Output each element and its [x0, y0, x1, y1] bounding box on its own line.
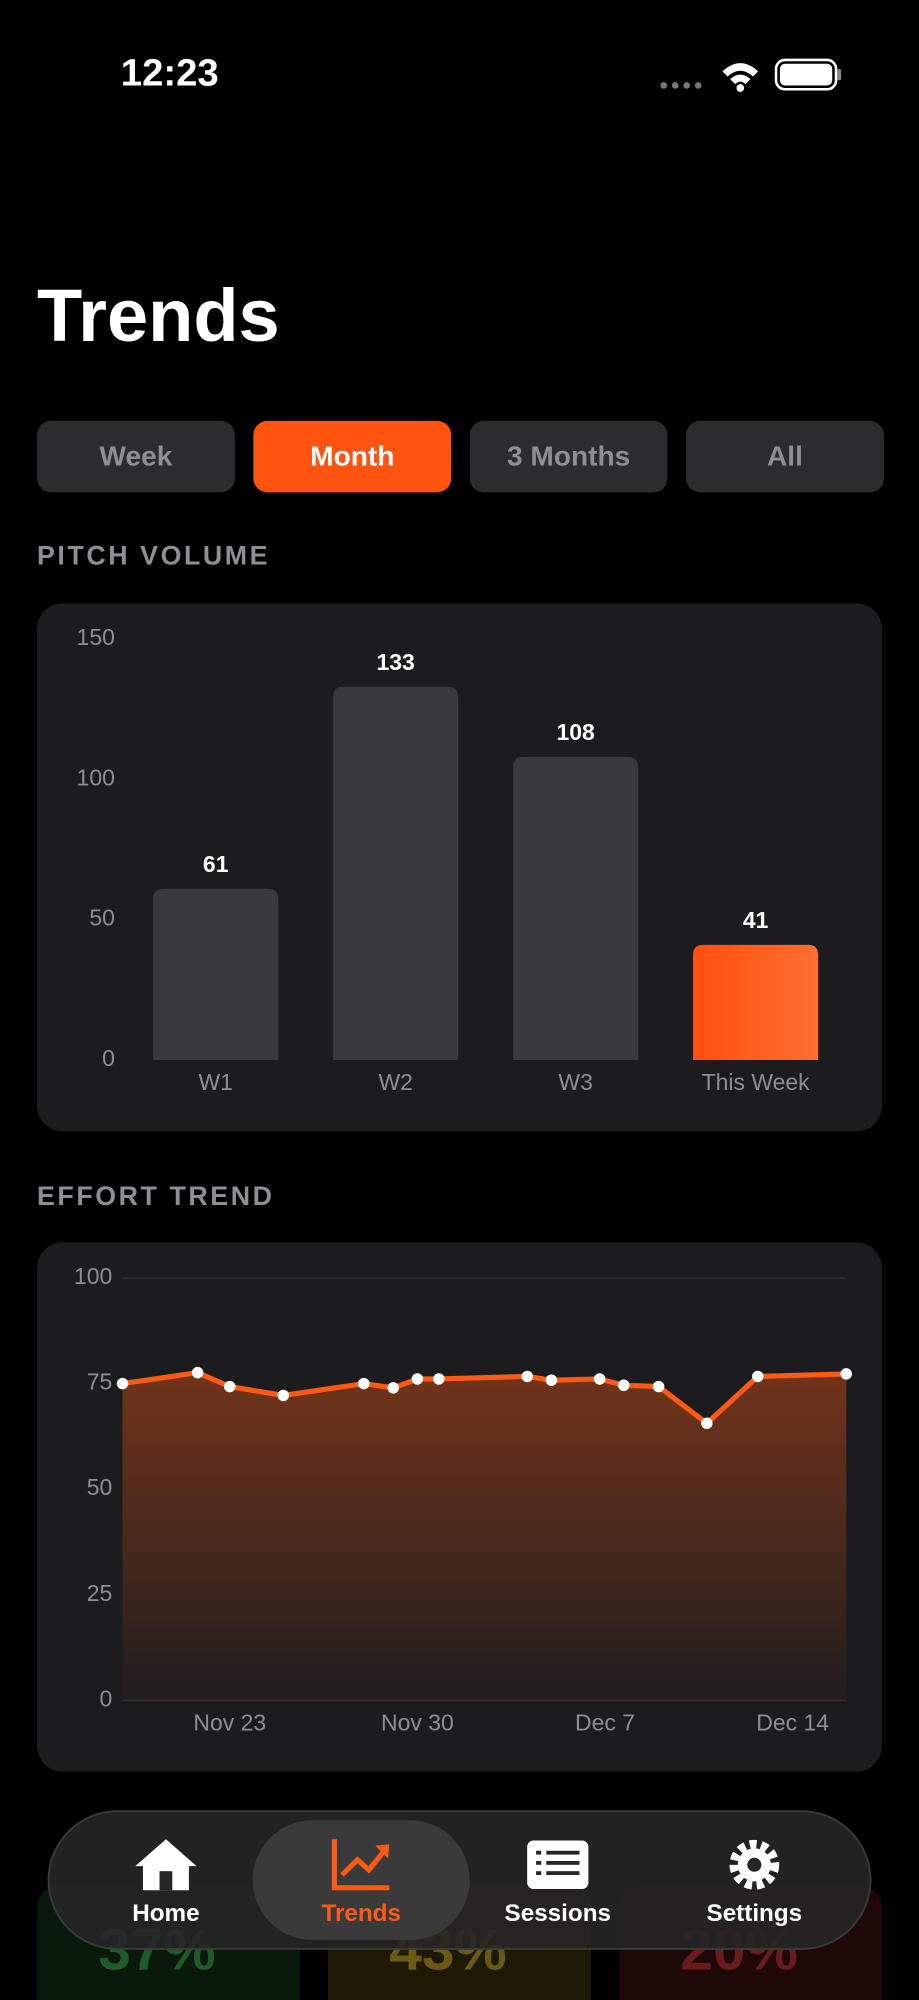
range-tab-label[interactable]: 3 Months [507, 440, 630, 471]
range-tab[interactable] [686, 420, 884, 493]
point [545, 1374, 558, 1386]
y-tick-label: 100 [74, 1263, 112, 1289]
y-tick-label: 100 [77, 764, 115, 790]
tab-icons [135, 1839, 780, 1891]
point [593, 1373, 606, 1385]
range-tab[interactable] [469, 420, 668, 493]
section-title: PITCH VOLUME [37, 540, 270, 570]
range-tab[interactable] [253, 420, 452, 493]
tab-label[interactable]: Settings [707, 1900, 803, 1927]
bar [513, 756, 639, 1060]
point [387, 1382, 399, 1394]
point [433, 1373, 445, 1385]
range-tab-label[interactable]: All [767, 440, 803, 471]
point [752, 1370, 764, 1383]
bar [333, 686, 459, 1060]
range-tab-label[interactable]: Month [310, 440, 394, 471]
tab-label[interactable]: Home [132, 1900, 199, 1927]
bar-value-label: 41 [743, 907, 769, 933]
tab-label[interactable]: Sessions [505, 1900, 611, 1927]
section-title: EFFORT TREND [37, 1181, 275, 1211]
point [701, 1417, 713, 1430]
tab-label[interactable]: Trends [321, 1900, 400, 1927]
point [358, 1377, 370, 1390]
bar [693, 944, 819, 1060]
status-time: 12:23 [121, 51, 219, 94]
point [618, 1379, 630, 1392]
bar-value-label: 108 [556, 719, 595, 745]
point [116, 1377, 129, 1390]
x-tick-label: W3 [558, 1069, 592, 1095]
bar-value-label: 61 [203, 851, 229, 877]
bar [153, 888, 279, 1060]
y-tick-label: 150 [77, 624, 115, 650]
point [840, 1368, 852, 1380]
area [122, 1372, 847, 1701]
point [411, 1373, 424, 1385]
x-tick-label: W1 [198, 1069, 232, 1095]
page-title: Trends [37, 274, 280, 357]
x-tick-label: Nov 23 [193, 1710, 266, 1736]
point [652, 1380, 665, 1393]
bar-value-label: 133 [377, 649, 415, 675]
range-tab[interactable] [37, 420, 235, 493]
x-tick-label: W2 [378, 1069, 412, 1095]
point [224, 1380, 236, 1393]
x-tick-label: This Week [702, 1069, 811, 1095]
y-tick-label: 75 [87, 1369, 113, 1395]
y-tick-label: 0 [100, 1685, 113, 1711]
x-tick-label: Dec 7 [575, 1710, 635, 1736]
point [277, 1389, 290, 1402]
y-tick-label: 25 [87, 1580, 113, 1606]
status-icons [660, 58, 842, 92]
point [191, 1366, 204, 1379]
y-tick-label: 50 [87, 1474, 113, 1500]
y-tick-label: 0 [102, 1045, 115, 1071]
y-tick-label: 50 [89, 905, 115, 931]
x-tick-label: Nov 30 [381, 1710, 454, 1736]
point [521, 1370, 534, 1383]
line [122, 1370, 847, 1426]
tab-active-pill [252, 1820, 470, 1941]
x-tick-label: Dec 14 [756, 1710, 829, 1736]
range-tab-label[interactable]: Week [100, 440, 173, 471]
